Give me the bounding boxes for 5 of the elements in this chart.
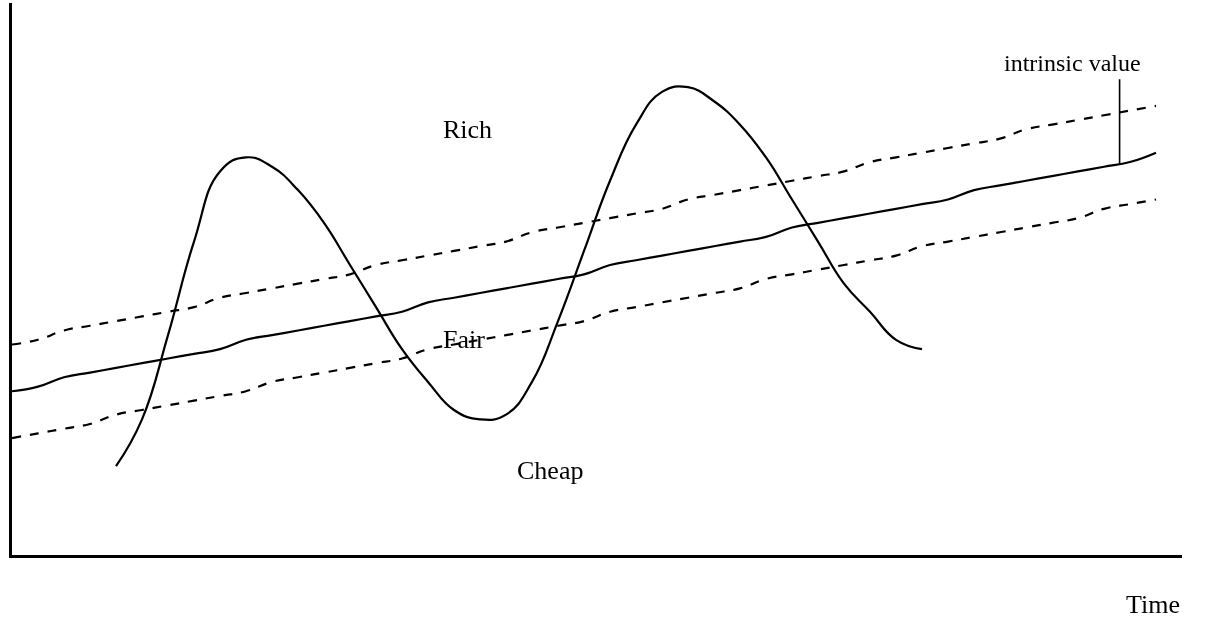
text: intrinsic value [1004,50,1141,76]
annotation: Rich [443,115,493,144]
annotation: Cheap [517,456,584,485]
annotation: Fair [443,325,486,354]
x-axis-title: Time [1126,590,1180,617]
